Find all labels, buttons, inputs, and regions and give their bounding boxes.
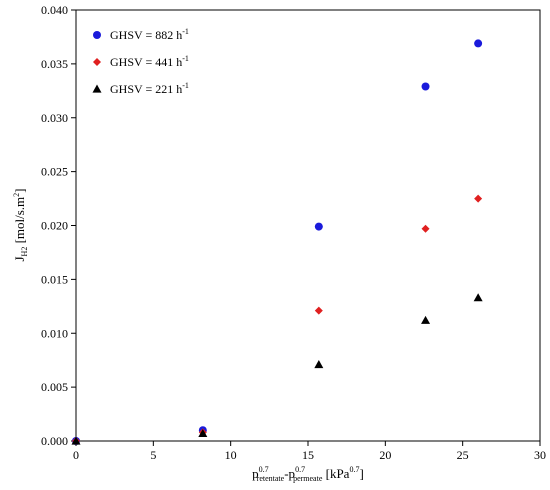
x-tick-label: 25 [457, 448, 469, 462]
y-tick-label: 0.025 [41, 165, 68, 179]
triangle-data-point [473, 293, 483, 302]
x-axis-label-sup2: 0.7 [295, 465, 305, 474]
legend-diamond-marker [93, 58, 101, 66]
circle-data-point [314, 222, 323, 231]
plot-frame [75, 9, 541, 442]
x-axis-label: p0.7 retentate-p0.7 permeate [kPa0.7] [252, 465, 364, 483]
y-tick-label: 0.040 [41, 3, 68, 17]
y-tick-label: 0.010 [41, 326, 68, 340]
x-axis-label-sub1: retentate [257, 474, 285, 483]
triangle-data-point [198, 428, 208, 438]
x-axis-label-unit-open: [kPa [322, 466, 349, 481]
x-axis-ticks: 0 5 10 15 20 25 30 [73, 441, 546, 462]
diamond-data-point [314, 306, 323, 315]
x-axis-label-unit-close: ] [359, 466, 363, 481]
y-tick-label: 0.005 [41, 380, 68, 394]
y-tick-label: 0.015 [41, 272, 68, 286]
y-axis-label-unit-close: ] [12, 188, 27, 192]
x-axis-label-p1: p [252, 466, 259, 481]
diamond-data-point [474, 194, 483, 203]
y-axis-label: JH2 [mol/s.m2] [12, 188, 29, 261]
x-axis-label-unit-sup: 0.7 [349, 465, 359, 474]
x-tick-label: 15 [302, 448, 314, 462]
x-tick-label: 20 [379, 448, 391, 462]
y-axis-label-unit: [mol/s.m [12, 197, 27, 247]
x-tick-label: 0 [73, 448, 79, 462]
circle-data-point [474, 39, 483, 48]
legend-label: GHSV = 441 h-1 [110, 54, 189, 69]
x-axis-label-sup1: 0.7 [259, 465, 269, 474]
legend-triangle-marker [92, 84, 102, 93]
legend-label-sup: -1 [182, 81, 189, 90]
triangle-data-point [71, 436, 81, 445]
diamond-data-point [421, 224, 430, 233]
y-axis-label-sub: H2 [20, 247, 29, 257]
y-axis-label-main: J [12, 256, 27, 261]
y-tick-label: 0.020 [41, 219, 68, 233]
legend-circle-marker [93, 31, 101, 39]
circle-data-point [421, 82, 430, 91]
y-tick-label: 0.035 [41, 57, 68, 71]
x-tick-label: 10 [225, 448, 237, 462]
legend-label-sup: -1 [182, 27, 189, 36]
x-axis-label-sub2: permeate [293, 474, 323, 483]
legend-label-name: GHSV = 882 h [110, 28, 182, 42]
legend-label-name: GHSV = 441 h [110, 55, 182, 69]
x-tick-label: 5 [150, 448, 156, 462]
y-axis-ticks: 0.000 0.005 0.010 0.015 0.020 0.025 0.030 0.035… [41, 3, 76, 448]
y-tick-label: 0.000 [41, 434, 68, 448]
x-tick-label: 30 [534, 448, 546, 462]
y-tick-label: 0.030 [41, 111, 68, 125]
legend-label-name: GHSV = 221 h [110, 82, 182, 96]
legend-label: GHSV = 221 h-1 [110, 81, 189, 96]
legend-label: GHSV = 882 h-1 [110, 27, 189, 42]
triangle-data-point [314, 359, 324, 369]
y-axis-label-unit-sup: 2 [12, 193, 21, 197]
data-points [71, 39, 483, 445]
triangle-data-point [421, 315, 431, 324]
x-axis-label-p2: -p [284, 466, 295, 481]
legend-label-sup: -1 [182, 54, 189, 63]
